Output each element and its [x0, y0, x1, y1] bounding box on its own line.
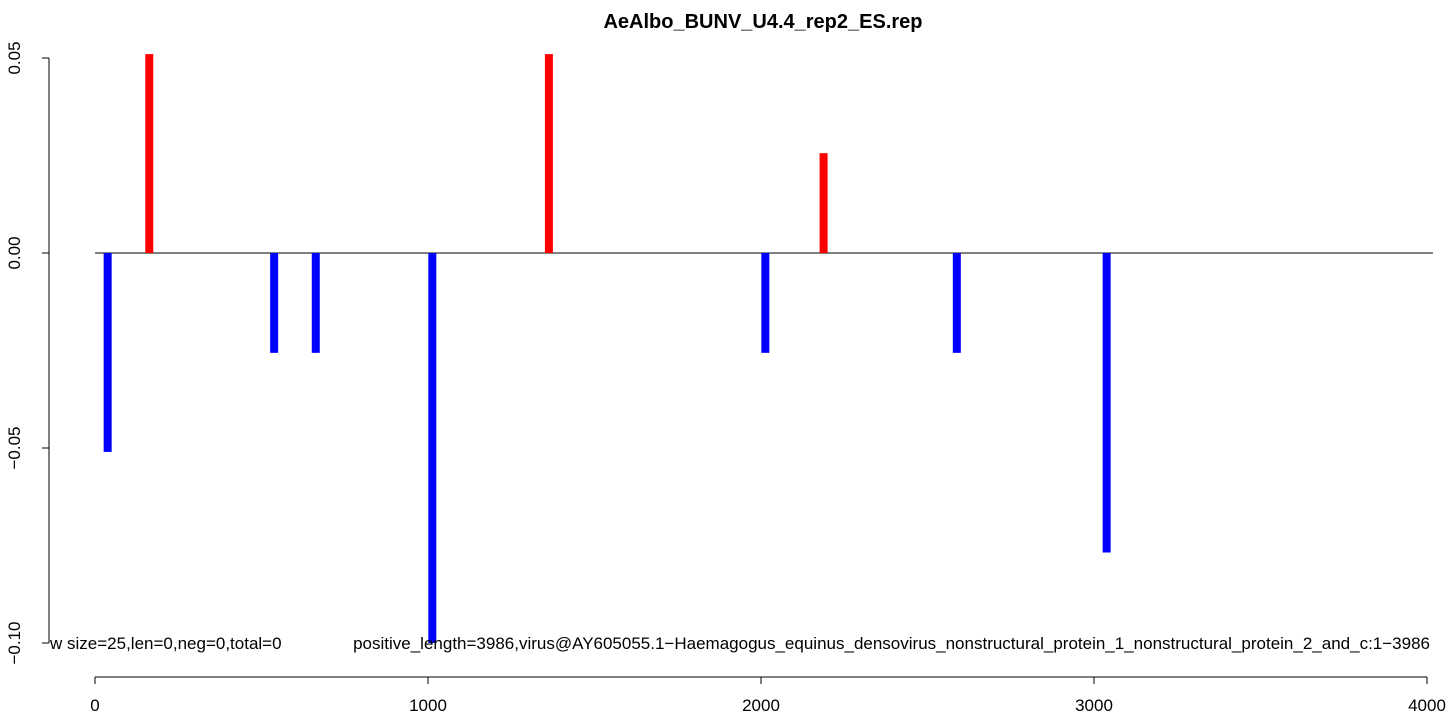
- negative-bar: [1102, 253, 1111, 553]
- x-tick-label: 3000: [1075, 696, 1113, 715]
- chart-title: AeAlbo_BUNV_U4.4_rep2_ES.rep: [603, 11, 922, 33]
- x-axis: 0 1000 2000 3000 4000: [90, 676, 1446, 715]
- y-tick-label: 0.05: [5, 41, 24, 74]
- positive-bar: [819, 153, 828, 253]
- negative-bar: [952, 253, 961, 353]
- x-tick-label: 2000: [742, 696, 780, 715]
- y-axis: 0.05 0.00 −0.05 −0.10: [5, 41, 50, 665]
- bars-group: [103, 54, 1111, 643]
- y-tick-label: −0.10: [5, 621, 24, 664]
- y-tick-label: −0.05: [5, 426, 24, 469]
- x-tick-label: 1000: [409, 696, 447, 715]
- negative-bar: [428, 253, 437, 643]
- x-tick-label: 0: [90, 696, 99, 715]
- positive-bar: [544, 54, 553, 253]
- positive-bar: [145, 54, 154, 253]
- negative-bar: [761, 253, 770, 353]
- x-tick-label: 4000: [1408, 696, 1446, 715]
- annotation-positive-length: positive_length=3986,virus@AY605055.1−Ha…: [353, 634, 1430, 653]
- negative-bar: [311, 253, 320, 353]
- negative-bar: [270, 253, 279, 353]
- negative-bar: [103, 253, 112, 452]
- y-tick-label: 0.00: [5, 236, 24, 269]
- annotation-window-size: w size=25,len=0,neg=0,total=0: [49, 634, 282, 653]
